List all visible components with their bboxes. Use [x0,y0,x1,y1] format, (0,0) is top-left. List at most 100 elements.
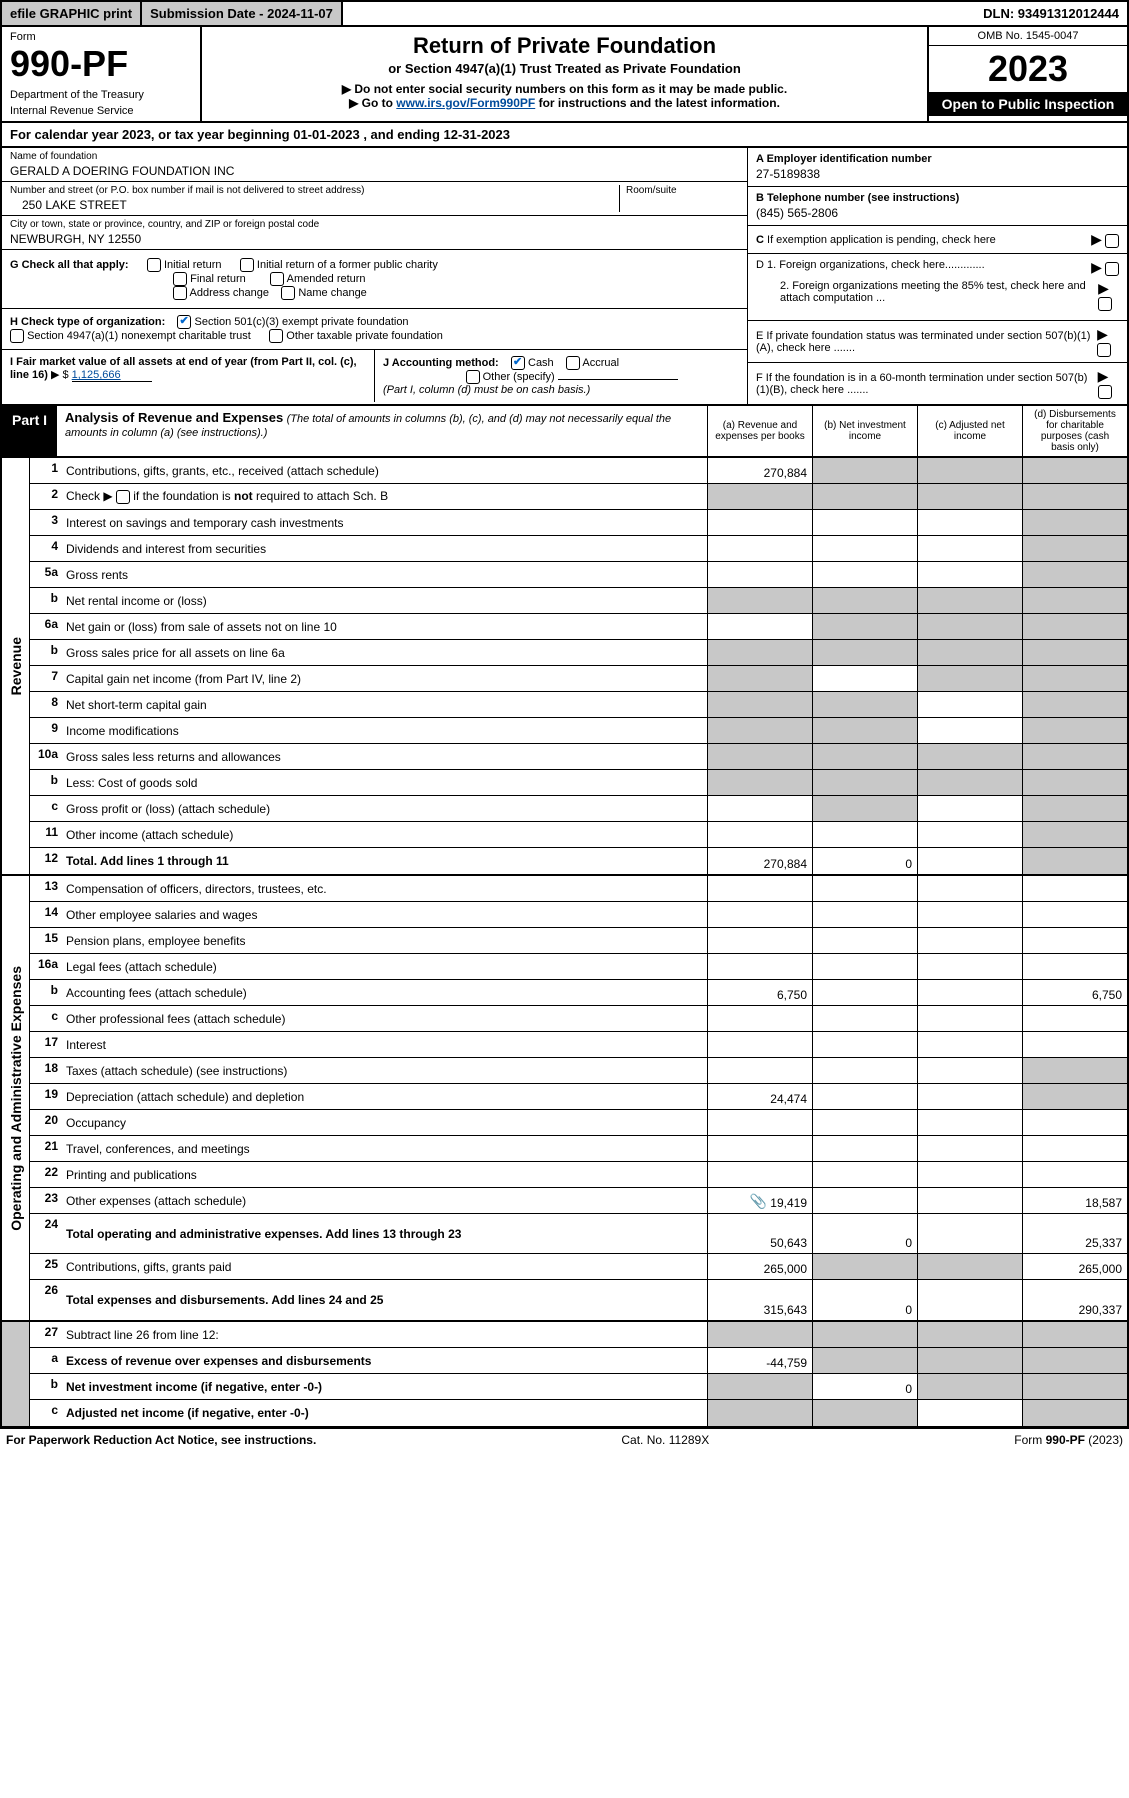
d2-label: 2. Foreign organizations meeting the 85%… [756,280,1090,304]
irs-link[interactable]: www.irs.gov/Form990PF [396,96,535,110]
checkbox-other-method[interactable] [466,370,480,384]
d-row: D 1. Foreign organizations, check here..… [748,254,1127,321]
h-501c3: Section 501(c)(3) exempt private foundat… [195,316,409,328]
c-row: C C If exemption application is pending,… [748,226,1127,254]
checkbox-address-change[interactable] [173,286,187,300]
row-10c: Gross profit or (loss) (attach schedule) [62,796,707,821]
f-label: F If the foundation is in a 60-month ter… [756,372,1098,396]
h-4947: Section 4947(a)(1) nonexempt charitable … [27,330,251,342]
name-row: Name of foundation GERALD A DOERING FOUN… [2,148,747,182]
j-other: Other (specify) [483,371,555,383]
section-h: H Check type of organization: Section 50… [2,309,747,350]
checkbox-final-return[interactable] [173,272,187,286]
phone-row: B Telephone number (see instructions) (8… [748,187,1127,226]
checkbox-name-change[interactable] [281,286,295,300]
checkbox-cash[interactable] [511,356,525,370]
row-5a: Gross rents [62,562,707,587]
form-ref: Form 990-PF (2023) [1014,1433,1123,1447]
row-9: Income modifications [62,718,707,743]
r1-a: 270,884 [707,458,812,483]
open-inspection: Open to Public Inspection [929,92,1127,116]
e-label: E If private foundation status was termi… [756,330,1097,354]
side-blank [2,1322,30,1426]
row-11: Other income (attach schedule) [62,822,707,847]
checkbox-e[interactable] [1097,343,1111,357]
checkbox-accrual[interactable] [566,356,580,370]
part1-title: Analysis of Revenue and Expenses [65,410,283,425]
checkbox-initial-return[interactable] [147,258,161,272]
col-b-header: (b) Net investment income [812,406,917,456]
address-row: Number and street (or P.O. box number if… [2,182,747,216]
expenses-table: Operating and Administrative Expenses 13… [0,876,1129,1322]
top-bar: efile GRAPHIC print Submission Date - 20… [0,0,1129,27]
g-address: Address change [190,287,270,299]
revenue-side-label: Revenue [2,458,30,874]
r23-a: 📎 19,419 [707,1188,812,1213]
r26-a: 315,643 [707,1280,812,1320]
g-initial: Initial return [164,259,221,271]
r24-d: 25,337 [1022,1214,1127,1253]
a-label: A Employer identification number [756,153,932,165]
paperwork-notice: For Paperwork Reduction Act Notice, see … [6,1433,316,1447]
row-10b: Less: Cost of goods sold [62,770,707,795]
header-right: OMB No. 1545-0047 2023 Open to Public In… [927,27,1127,121]
checkbox-4947[interactable] [10,329,24,343]
expenses-side-label: Operating and Administrative Expenses [2,876,30,1320]
form-header: Form 990-PF Department of the Treasury I… [0,27,1129,123]
checkbox-501c3[interactable] [177,315,191,329]
j-cash: Cash [528,357,554,369]
row-27: Subtract line 26 from line 12: [62,1322,707,1347]
arrow-icon: ▶ [1098,368,1109,384]
tax-year: 2023 [929,46,1127,92]
g-amended: Amended return [287,273,366,285]
row-1: Contributions, gifts, grants, etc., rece… [62,458,707,483]
r27a-a: -44,759 [707,1348,812,1373]
row-6b: Gross sales price for all assets on line… [62,640,707,665]
row-3: Interest on savings and temporary cash i… [62,510,707,535]
dln-label: DLN: 93491312012444 [975,2,1127,25]
addr-label: Number and street (or P.O. box number if… [10,185,619,196]
j-label: J Accounting method: [383,357,499,369]
ssn-warning: ▶ Do not enter social security numbers o… [212,82,917,96]
checkbox-f[interactable] [1098,385,1112,399]
part1-label: Part I [2,406,57,456]
form-title: Return of Private Foundation [212,33,917,59]
checkbox-c[interactable] [1105,234,1119,248]
checkbox-d1[interactable] [1105,262,1119,276]
row-27c: Adjusted net income (if negative, enter … [62,1400,707,1426]
g-initial-former: Initial return of a former public charit… [257,259,438,271]
city-value: NEWBURGH, NY 12550 [10,232,739,246]
checkbox-d2[interactable] [1098,297,1112,311]
row-14: Other employee salaries and wages [62,902,707,927]
row-4: Dividends and interest from securities [62,536,707,561]
row-13: Compensation of officers, directors, tru… [62,876,707,901]
checkbox-initial-former[interactable] [240,258,254,272]
j-note: (Part I, column (d) must be on cash basi… [383,384,590,396]
row-2: Check ▶ if the foundation is not require… [62,484,707,509]
fmv-link[interactable]: 1,125,666 [72,369,152,382]
checkbox-schb[interactable] [116,490,130,504]
h-other: Other taxable private foundation [286,330,443,342]
attachment-icon[interactable]: 📎 [750,1193,767,1210]
i-prefix: ▶ $ [51,369,69,381]
other-specify-line [558,379,678,380]
room-label: Room/suite [626,185,739,196]
checkbox-amended[interactable] [270,272,284,286]
goto-post: for instructions and the latest informat… [535,96,780,110]
info-left: Name of foundation GERALD A DOERING FOUN… [2,148,747,404]
row-5b: Net rental income or (loss) [62,588,707,613]
row-27b: Net investment income (if negative, ente… [62,1374,707,1399]
e-row: E If private foundation status was termi… [748,321,1127,363]
efile-print-button[interactable]: efile GRAPHIC print [2,2,142,25]
row-16b: Accounting fees (attach schedule) [62,980,707,1005]
checkbox-other-taxable[interactable] [269,329,283,343]
r26-b: 0 [812,1280,917,1320]
line27-table: 27Subtract line 26 from line 12: aExcess… [0,1322,1129,1428]
ein-value: 27-5189838 [756,167,1119,181]
row-17: Interest [62,1032,707,1057]
r16b-a: 6,750 [707,980,812,1005]
row-15: Pension plans, employee benefits [62,928,707,953]
g-final: Final return [190,273,246,285]
row-16c: Other professional fees (attach schedule… [62,1006,707,1031]
r24-b: 0 [812,1214,917,1253]
